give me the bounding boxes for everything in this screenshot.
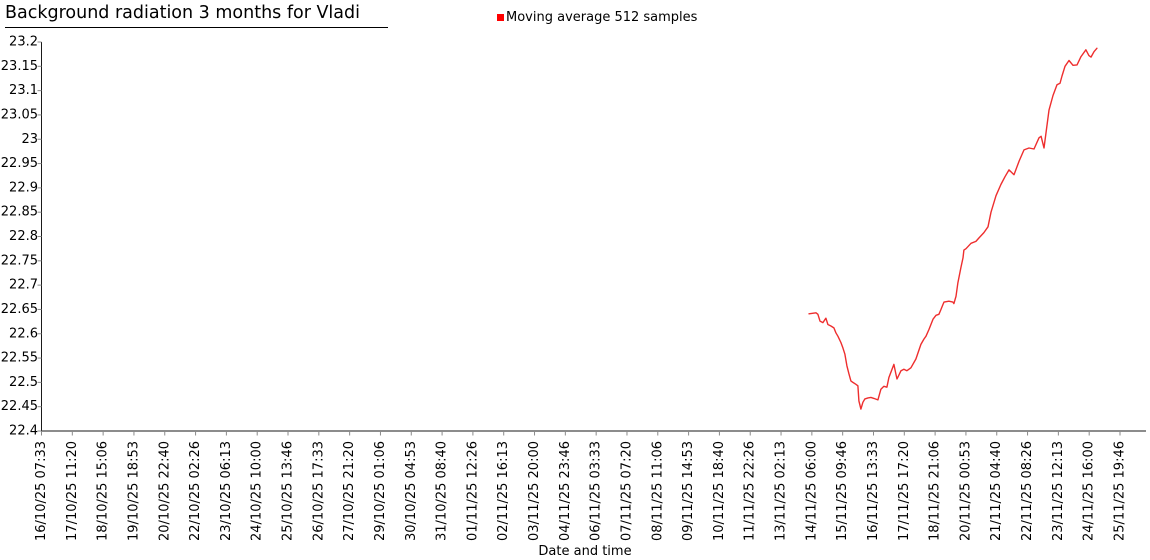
y-tick-label: 22.85 [1,205,38,220]
x-tick-label: 18/10/25 15:06 [96,441,111,541]
x-tick-label: 01/11/25 12:26 [465,441,480,541]
x-tick-label: 24/10/25 10:00 [250,441,265,541]
y-tick-label: 23.05 [1,107,38,122]
x-tick-label: 14/11/25 06:00 [804,441,819,541]
x-tick-label: 19/10/25 18:53 [126,441,141,541]
y-tick-label: 22.55 [1,351,38,366]
x-tick-label: 08/11/25 11:06 [650,441,665,541]
x-tick-label: 22/11/25 08:26 [1020,441,1035,541]
y-tick-label: 22.4 [9,424,38,439]
y-tick-label: 23.2 [9,35,38,50]
x-tick-label: 16/10/25 07:33 [34,441,49,541]
chart-title: Background radiation 3 months for Vladi [5,3,388,28]
x-tick-label: 20/10/25 22:40 [157,441,172,541]
x-tick-label: 20/11/25 00:53 [958,441,973,541]
y-tick-label: 22.6 [9,326,38,341]
x-tick-label: 25/10/25 13:46 [281,441,296,541]
x-tick-label: 18/11/25 21:06 [928,441,943,541]
y-tick-label: 22.75 [1,253,38,268]
x-tick-label: 29/10/25 01:06 [373,441,388,541]
y-tick-label: 22.95 [1,156,38,171]
x-tick-label: 07/11/25 07:20 [619,441,634,541]
x-tick-label: 22/10/25 02:26 [188,441,203,541]
x-tick-label: 04/11/25 23:46 [558,441,573,541]
legend: Moving average 512 samples [497,10,697,25]
x-tick-label: 26/10/25 17:33 [311,441,326,541]
legend-label: Moving average 512 samples [506,10,698,25]
x-tick-label: 27/10/25 21:20 [342,441,357,541]
y-tick-label: 22.45 [1,399,38,414]
y-tick-label: 22.65 [1,302,38,317]
x-tick-label: 21/11/25 04:40 [989,441,1004,541]
legend-marker-icon [497,14,504,21]
x-tick-label: 09/11/25 14:53 [681,441,696,541]
x-tick-label: 23/11/25 12:13 [1051,441,1066,541]
y-tick-label: 22.8 [9,229,38,244]
x-tick-label: 10/11/25 18:40 [712,441,727,541]
x-tick-label: 17/10/25 11:20 [65,441,80,541]
x-tick-label: 06/11/25 03:33 [589,441,604,541]
x-tick-label: 17/11/25 17:20 [897,441,912,541]
x-tick-label: 24/11/25 16:00 [1082,441,1097,541]
x-axis-title: Date and time [538,544,632,559]
y-tick-label: 23 [21,132,38,147]
x-tick-label: 16/11/25 13:33 [866,441,881,541]
x-tick-label: 25/11/25 19:46 [1113,441,1128,541]
x-tick-label: 13/11/25 02:13 [774,441,789,541]
series-line [808,47,1098,410]
y-tick-label: 22.7 [9,278,38,293]
x-tick-label: 23/10/25 06:13 [219,441,234,541]
x-tick-label: 30/10/25 04:53 [404,441,419,541]
x-tick-label: 03/11/25 20:00 [527,441,542,541]
x-tick-label: 11/11/25 22:26 [743,441,758,541]
x-tick-label: 31/10/25 08:40 [435,441,450,541]
y-tick-label: 22.5 [9,375,38,390]
x-tick-label: 15/11/25 09:46 [835,441,850,541]
x-tick-label: 02/11/25 16:13 [496,441,511,541]
y-tick-label: 23.15 [1,59,38,74]
y-tick-label: 23.1 [9,83,38,98]
y-tick-label: 22.9 [9,180,38,195]
